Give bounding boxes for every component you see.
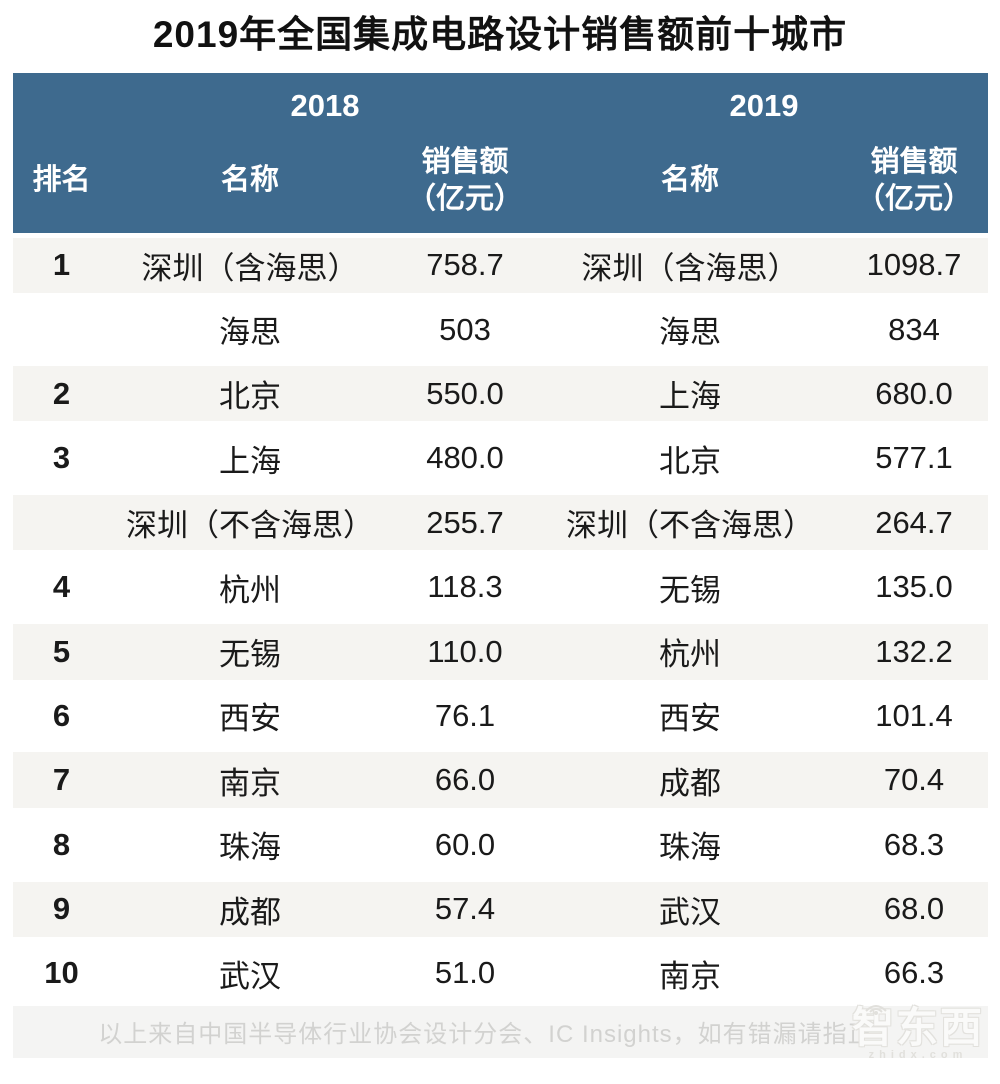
sales-header-line2: （亿元）	[406, 183, 523, 215]
name-2018-cell: 深圳（含海思）	[141, 250, 359, 286]
table-row: 4 杭州 118.3 无锡 135.0	[13, 555, 988, 619]
sales-2018-cell: 51.0	[434, 955, 496, 991]
name-2018-cell: 北京	[219, 379, 281, 415]
table-row: 5 无锡 110.0 杭州 132.2	[13, 619, 988, 684]
sales-2018-cell: 57.4	[434, 891, 496, 927]
col-header-rank: 排名	[32, 164, 91, 197]
table-header: 2018 2019 排名 名称 销售额 （亿元） 名称 销售额 （亿元）	[13, 73, 988, 233]
sales-2019-cell: 66.3	[883, 955, 945, 991]
name-2018-cell: 成都	[219, 894, 281, 930]
year-header-row: 2018 2019	[13, 73, 988, 129]
name-2018-cell: 上海	[219, 443, 281, 479]
sales-table: 2018 2019 排名 名称 销售额 （亿元） 名称 销售额 （亿元） 1 深…	[13, 73, 988, 1006]
name-2019-cell: 无锡	[659, 572, 721, 608]
table-row: 2 北京 550.0 上海 680.0	[13, 361, 988, 427]
table-row: 6 西安 76.1 西安 101.4	[13, 684, 988, 748]
sales-2018-cell: 66.0	[434, 762, 496, 798]
sales-2019-cell: 70.4	[883, 762, 945, 798]
rank-cell: 4	[52, 569, 71, 605]
name-2019-cell: 西安	[659, 701, 721, 737]
name-2019-cell: 深圳（含海思）	[581, 250, 799, 286]
sales-header-line2: （亿元）	[855, 183, 972, 215]
col-header-sales-2018: 销售额 （亿元）	[390, 144, 540, 218]
name-2018-cell: 西安	[219, 701, 281, 737]
table-row: 海思 503 海思 834	[13, 297, 988, 361]
rank-cell: 5	[52, 633, 71, 669]
table-row: 深圳（不含海思） 255.7 深圳（不含海思） 264.7	[13, 490, 988, 555]
table-row: 1 深圳（含海思） 758.7 深圳（含海思） 1098.7	[13, 233, 988, 298]
rank-cell: 9	[52, 891, 71, 927]
name-2019-cell: 深圳（不含海思）	[566, 508, 814, 544]
table-row: 8 珠海 60.0 珠海 68.3	[13, 813, 988, 877]
year-header-spacer	[13, 96, 110, 106]
col-header-name-2018: 名称	[220, 164, 279, 197]
rank-cell: 6	[52, 697, 71, 733]
sales-2018-cell: 255.7	[426, 504, 504, 540]
col-header-sales-2019: 销售额 （亿元）	[840, 144, 988, 218]
column-header-row: 排名 名称 销售额 （亿元） 名称 销售额 （亿元）	[13, 129, 988, 233]
table-row: 10 武汉 51.0 南京 66.3	[13, 941, 988, 1005]
rank-cell: 3	[52, 440, 71, 476]
sales-header-line1: 销售额	[870, 145, 958, 178]
table-row: 9 成都 57.4 武汉 68.0	[13, 876, 988, 942]
year-header-2019: 2019	[729, 88, 799, 123]
watermark-domain: zhidx.com	[868, 1048, 968, 1061]
sales-2019-cell: 135.0	[875, 569, 953, 605]
sales-2019-cell: 68.3	[883, 826, 945, 862]
table-row: 7 南京 66.0 成都 70.4	[13, 748, 988, 813]
name-2019-cell: 杭州	[659, 637, 721, 673]
name-2018-cell: 深圳（不含海思）	[126, 508, 374, 544]
footer: 以上来自中国半导体行业协会设计分会、IC Insights，如有错漏请指正 智东…	[13, 1004, 988, 1061]
sales-infographic: 2019年全国集成电路设计销售额前十城市 2018 2019 排名 名称 销售额…	[0, 8, 1000, 1061]
sales-2019-cell: 834	[888, 311, 940, 347]
rank-cell: 2	[52, 375, 71, 411]
sales-2018-cell: 503	[439, 311, 491, 347]
sales-2019-cell: 1098.7	[866, 247, 962, 283]
col-header-name-2019: 名称	[660, 164, 719, 197]
sales-2018-cell: 60.0	[434, 826, 496, 862]
sales-2018-cell: 758.7	[426, 247, 504, 283]
name-2018-cell: 珠海	[219, 830, 281, 866]
page-title: 2019年全国集成电路设计销售额前十城市	[152, 14, 848, 55]
sales-2019-cell: 132.2	[875, 633, 953, 669]
sales-2019-cell: 101.4	[875, 697, 953, 733]
table-row: 3 上海 480.0 北京 577.1	[13, 426, 988, 490]
name-2018-cell: 无锡	[219, 637, 281, 673]
sales-2018-cell: 550.0	[426, 375, 504, 411]
name-2019-cell: 上海	[659, 379, 721, 415]
sales-header-line1: 销售额	[421, 145, 509, 178]
name-2019-cell: 成都	[659, 765, 721, 801]
name-2018-cell: 南京	[219, 765, 281, 801]
sales-2019-cell: 264.7	[875, 504, 953, 540]
name-2019-cell: 南京	[659, 958, 721, 994]
name-2019-cell: 北京	[659, 443, 721, 479]
sales-2019-cell: 680.0	[875, 375, 953, 411]
rank-cell: 10	[44, 955, 79, 991]
sales-2018-cell: 76.1	[434, 697, 496, 733]
rank-cell: 1	[52, 247, 71, 283]
sales-2019-cell: 577.1	[875, 440, 953, 476]
name-2019-cell: 武汉	[659, 894, 721, 930]
year-header-2018: 2018	[290, 88, 360, 123]
sales-2018-cell: 118.3	[427, 569, 503, 605]
name-2018-cell: 武汉	[219, 958, 281, 994]
name-2019-cell: 珠海	[659, 830, 721, 866]
name-2018-cell: 海思	[219, 315, 281, 351]
name-2019-cell: 海思	[659, 315, 721, 351]
rank-cell: 8	[52, 826, 71, 862]
table-body: 1 深圳（含海思） 758.7 深圳（含海思） 1098.7 海思 503 海思…	[13, 233, 988, 1006]
sales-2018-cell: 480.0	[426, 440, 504, 476]
sales-2018-cell: 110.0	[427, 633, 503, 669]
source-note: 以上来自中国半导体行业协会设计分会、IC Insights，如有错漏请指正	[98, 1021, 873, 1049]
name-2018-cell: 杭州	[219, 572, 281, 608]
rank-cell: 7	[52, 762, 71, 798]
sales-2019-cell: 68.0	[883, 891, 945, 927]
